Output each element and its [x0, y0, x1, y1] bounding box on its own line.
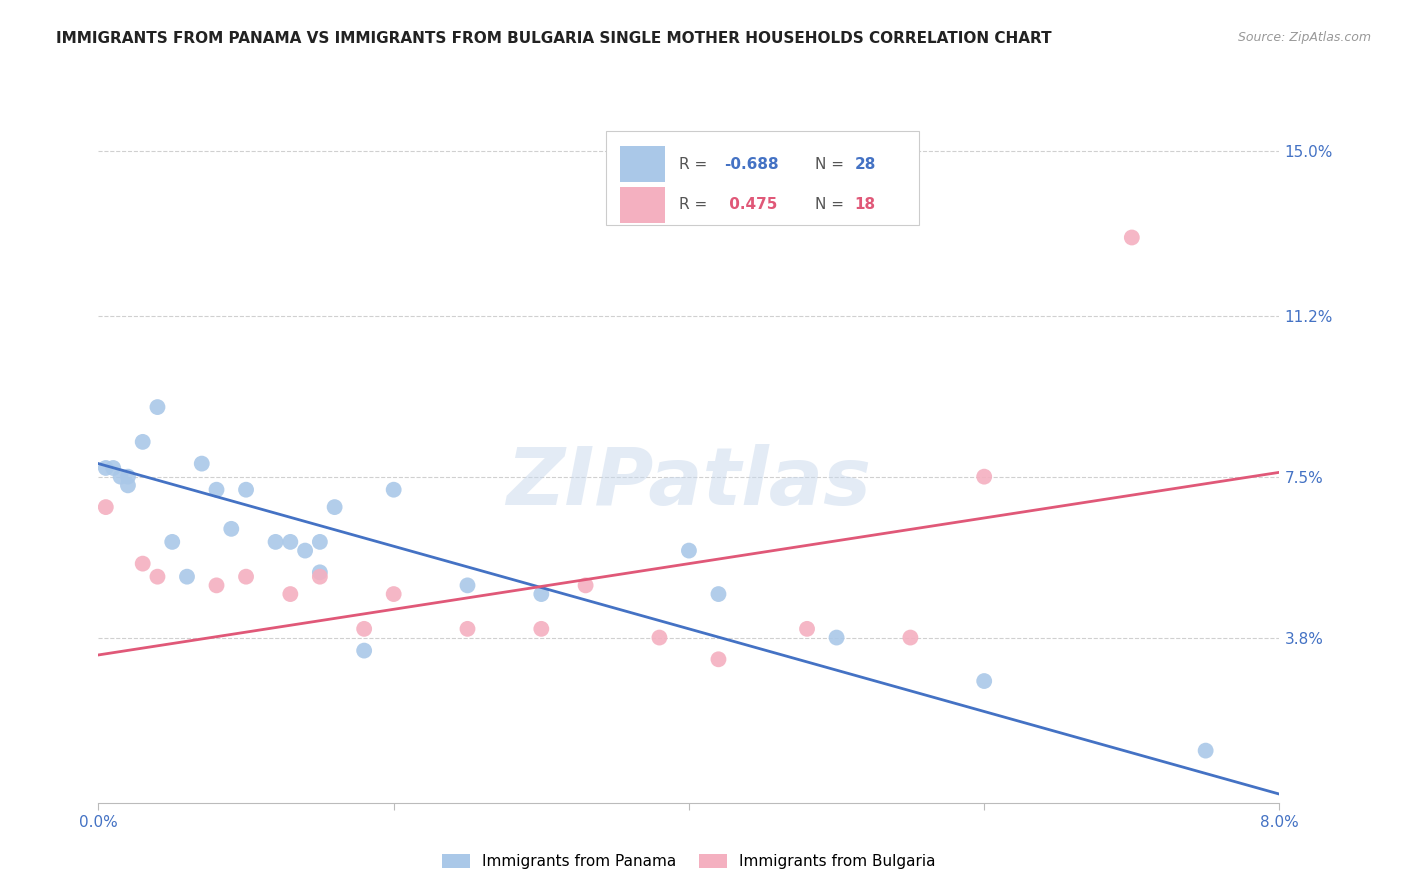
Point — [205, 578, 228, 592]
Point — [530, 587, 553, 601]
Point — [103, 461, 125, 475]
Text: 18: 18 — [855, 197, 876, 212]
Text: 0.475: 0.475 — [724, 197, 778, 212]
Point — [707, 587, 730, 601]
Point — [353, 643, 375, 657]
Text: N =: N = — [815, 197, 845, 212]
Point — [235, 483, 257, 497]
Point — [1121, 230, 1143, 244]
Legend: Immigrants from Panama, Immigrants from Bulgaria: Immigrants from Panama, Immigrants from … — [436, 847, 942, 875]
Text: R =: R = — [679, 157, 707, 172]
FancyBboxPatch shape — [620, 186, 665, 223]
Text: 28: 28 — [855, 157, 876, 172]
Point — [110, 469, 132, 483]
Point — [456, 622, 478, 636]
Point — [574, 578, 596, 592]
Point — [308, 570, 332, 584]
Point — [382, 483, 405, 497]
Point — [146, 400, 169, 414]
Text: ZIPatlas: ZIPatlas — [506, 443, 872, 522]
Point — [973, 469, 995, 483]
Point — [900, 631, 922, 645]
Point — [678, 543, 700, 558]
Point — [308, 566, 332, 580]
Point — [205, 483, 228, 497]
Point — [162, 535, 183, 549]
Text: IMMIGRANTS FROM PANAMA VS IMMIGRANTS FROM BULGARIA SINGLE MOTHER HOUSEHOLDS CORR: IMMIGRANTS FROM PANAMA VS IMMIGRANTS FRO… — [56, 31, 1052, 46]
Point — [973, 674, 995, 689]
Point — [132, 434, 155, 449]
FancyBboxPatch shape — [606, 131, 920, 226]
Point — [146, 570, 169, 584]
Point — [264, 535, 287, 549]
FancyBboxPatch shape — [620, 146, 665, 182]
Point — [235, 570, 257, 584]
Point — [353, 622, 375, 636]
Point — [707, 652, 730, 666]
Point — [191, 457, 214, 471]
Point — [796, 622, 818, 636]
Text: Source: ZipAtlas.com: Source: ZipAtlas.com — [1237, 31, 1371, 45]
Text: R =: R = — [679, 197, 707, 212]
Point — [1194, 744, 1216, 758]
Point — [117, 469, 139, 483]
Point — [278, 587, 302, 601]
Point — [278, 535, 302, 549]
Point — [176, 570, 198, 584]
Point — [308, 535, 332, 549]
Point — [825, 631, 848, 645]
Point — [323, 500, 346, 514]
Point — [648, 631, 671, 645]
Point — [456, 578, 478, 592]
Text: N =: N = — [815, 157, 845, 172]
Point — [94, 461, 117, 475]
Point — [117, 478, 139, 492]
Point — [530, 622, 553, 636]
Point — [94, 500, 117, 514]
Text: -0.688: -0.688 — [724, 157, 779, 172]
Point — [382, 587, 405, 601]
Point — [132, 557, 155, 571]
Point — [294, 543, 316, 558]
Point — [219, 522, 242, 536]
